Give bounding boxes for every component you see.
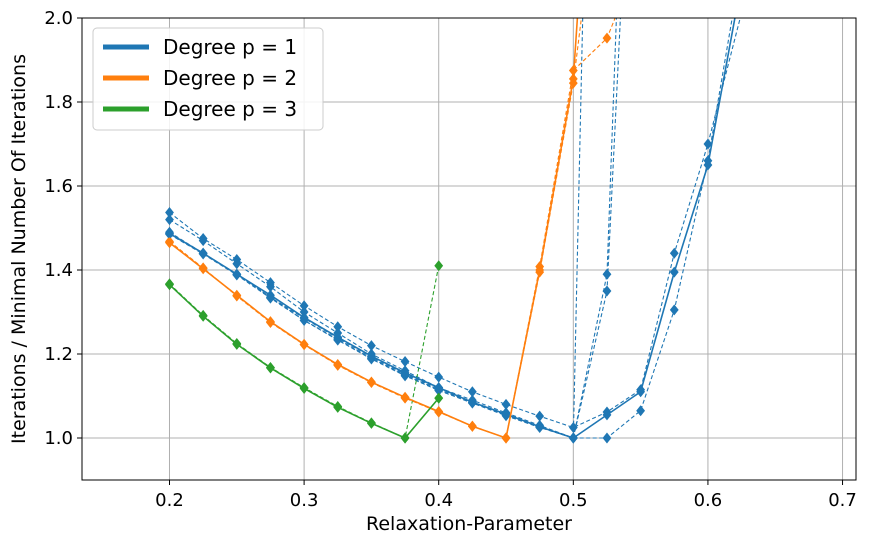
data-point (467, 420, 477, 432)
data-point (434, 371, 444, 383)
data-point (367, 340, 376, 352)
data-point (636, 405, 646, 417)
data-point (367, 376, 376, 388)
data-point (299, 382, 309, 394)
y-tick-label: 1.2 (44, 344, 73, 365)
grid (82, 17, 856, 480)
data-point (198, 235, 208, 247)
data-point (467, 386, 477, 398)
legend-label: Degree p = 3 (163, 97, 297, 121)
data-point (367, 350, 376, 362)
series-line (169, 18, 733, 439)
data-point (198, 263, 208, 275)
data-point (367, 417, 376, 429)
data-point (299, 311, 309, 323)
data-point (333, 401, 343, 413)
data-point (232, 258, 242, 270)
plot-frame (81, 17, 857, 481)
y-tick-label: 1.6 (44, 176, 73, 197)
data-point (669, 247, 679, 259)
data-point (232, 289, 242, 301)
data-point (602, 268, 612, 280)
data-point (602, 432, 612, 444)
data-point (501, 432, 511, 444)
data-point (400, 391, 410, 403)
data-point (400, 356, 410, 368)
data-point (602, 409, 612, 421)
data-point (535, 264, 545, 276)
series-layer (165, 18, 741, 444)
data-point (602, 32, 612, 44)
data-point (703, 138, 713, 150)
series-degree-1-solid (165, 18, 736, 444)
data-point (232, 338, 242, 350)
data-point (333, 331, 343, 343)
data-point (434, 260, 444, 272)
data-point (703, 159, 713, 171)
data-point (333, 359, 343, 370)
x-tick-label: 0.6 (694, 490, 723, 511)
data-point (165, 237, 174, 249)
data-point (467, 396, 477, 408)
data-point (434, 382, 444, 394)
series-degree-2-solid (165, 18, 579, 444)
data-point (501, 398, 511, 410)
data-point (299, 300, 309, 312)
data-point (198, 247, 208, 259)
data-point (165, 227, 174, 239)
x-tick-label: 0.4 (424, 490, 453, 511)
data-point (400, 367, 410, 379)
data-point (266, 362, 275, 374)
data-point (165, 279, 174, 291)
data-point (400, 432, 410, 444)
x-tick-label: 0.5 (559, 490, 588, 511)
legend-box (92, 27, 324, 131)
data-point (266, 316, 275, 328)
legend-label: Degree p = 1 (163, 35, 297, 59)
data-point (535, 421, 545, 433)
x-tick-label: 0.3 (290, 490, 319, 511)
data-point (333, 321, 343, 333)
ticks: 0.2 0.3 0.4 0.5 0.6 0.7 1.0 1.2 1.4 1.6 1.8 2.0 (44, 8, 857, 511)
y-tick-label: 2.0 (44, 8, 73, 29)
data-point (669, 266, 679, 278)
data-point (232, 268, 242, 280)
data-point (266, 289, 275, 301)
legend: Degree p = 1 Degree p = 2 Degree p = 3 (92, 27, 324, 131)
y-tick-label: 1.4 (44, 260, 73, 281)
data-point (165, 206, 174, 218)
data-point (299, 338, 309, 350)
series-line (169, 18, 736, 439)
data-point (434, 392, 444, 404)
x-axis-label: Relaxation-Parameter (366, 513, 572, 535)
data-point (669, 304, 679, 316)
data-point (535, 410, 545, 422)
data-point (602, 285, 612, 297)
data-point (434, 406, 444, 418)
data-point (266, 281, 275, 293)
legend-label: Degree p = 2 (163, 66, 297, 90)
y-tick-label: 1.0 (44, 428, 73, 449)
data-point (568, 432, 578, 444)
y-axis-label: Iterations / Minimal Number Of Iteration… (8, 54, 30, 444)
data-point (501, 408, 511, 420)
x-tick-label: 0.7 (828, 490, 857, 511)
data-point (568, 73, 578, 85)
series-line (169, 18, 579, 440)
data-point (165, 214, 174, 226)
data-point (636, 386, 646, 398)
series-line (169, 18, 741, 429)
series-degree-3-solid (165, 279, 444, 444)
y-tick-label: 1.8 (44, 92, 73, 113)
x-tick-label: 0.2 (155, 490, 184, 511)
data-point (198, 310, 208, 322)
